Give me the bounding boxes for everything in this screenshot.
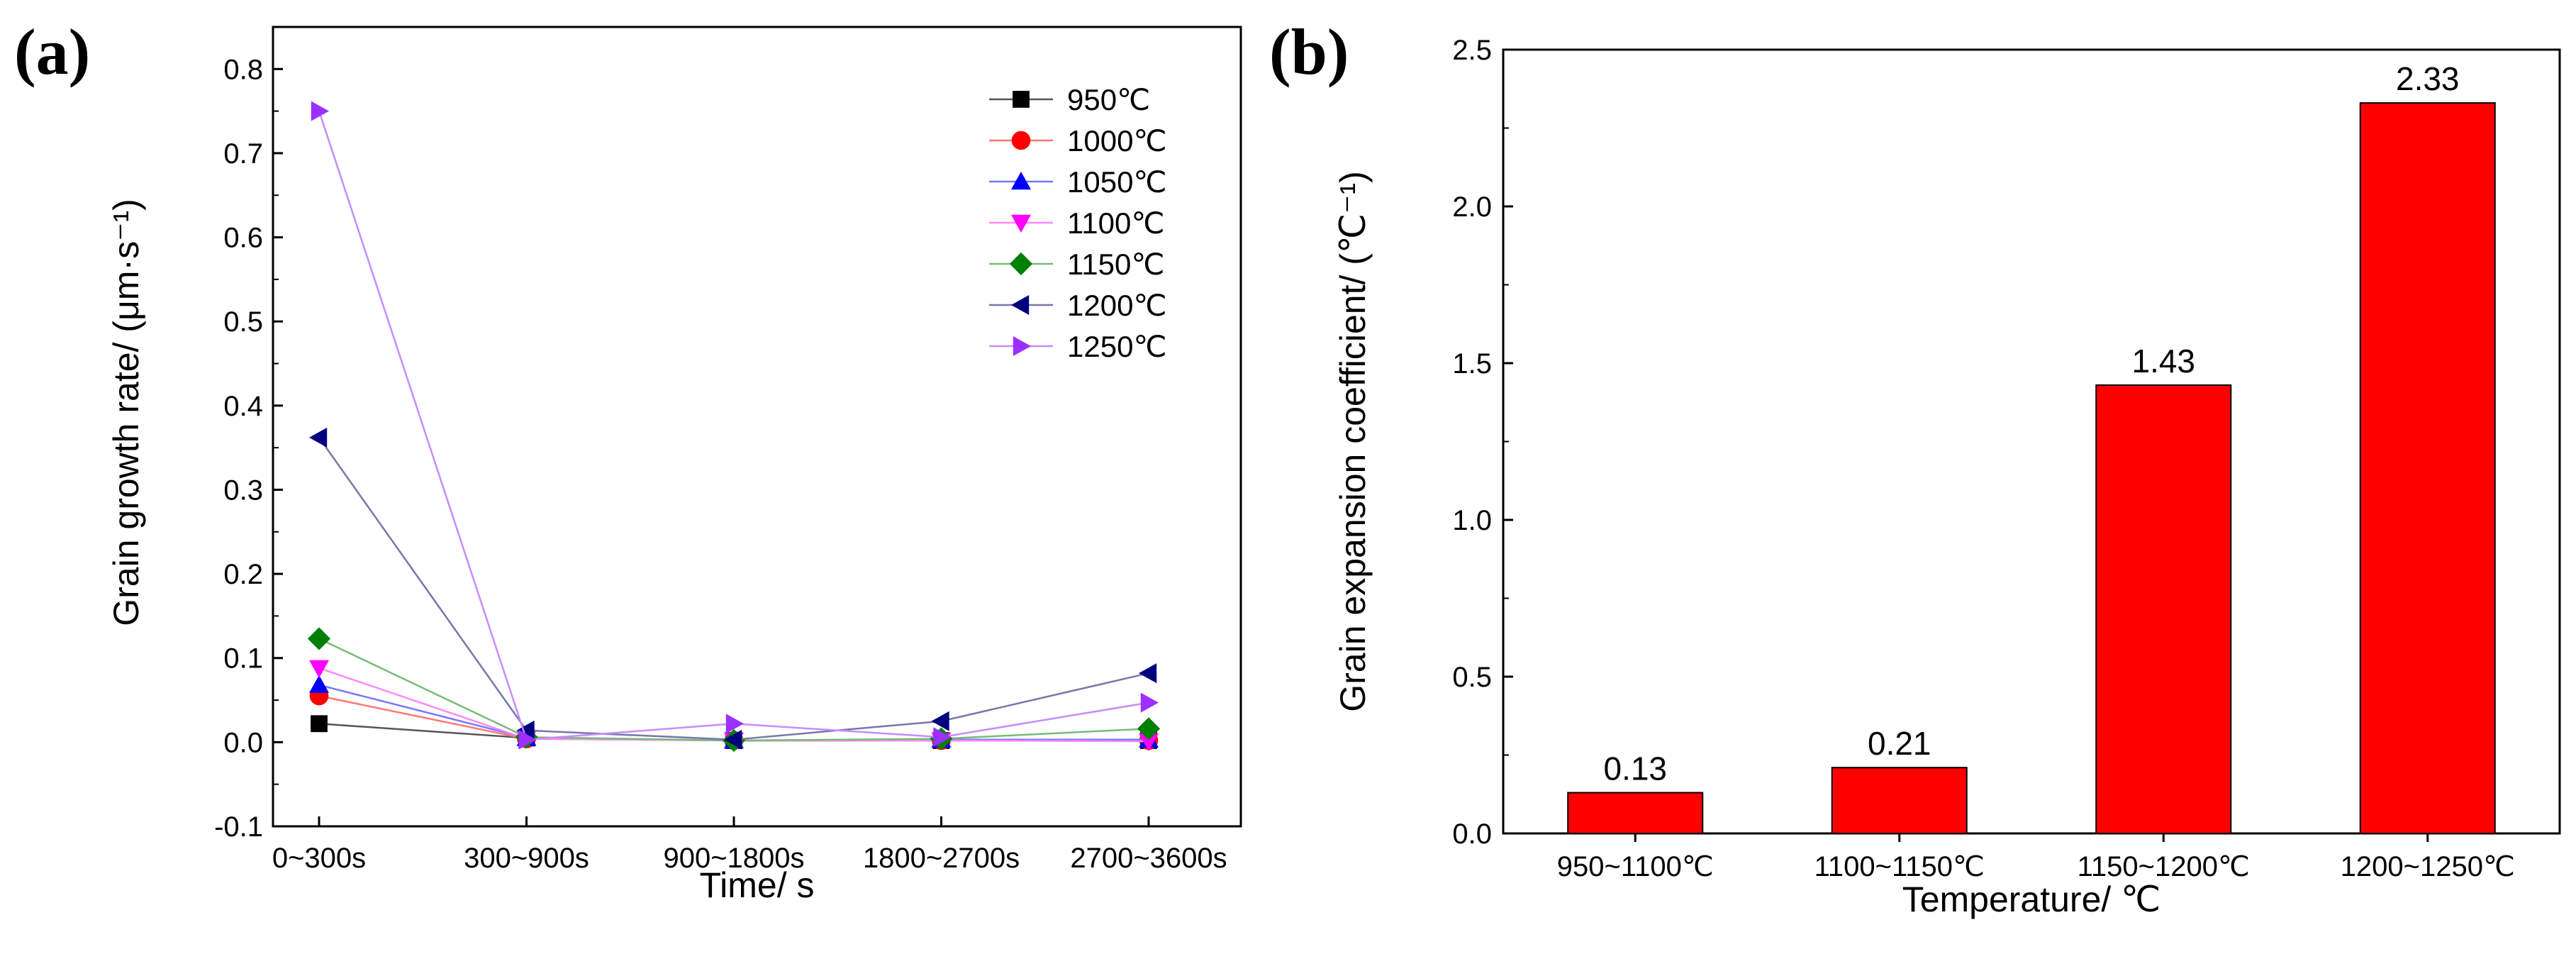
legend-marker <box>1013 91 1030 108</box>
y-tick-label: -0.1 <box>214 811 263 843</box>
data-point <box>724 729 742 750</box>
data-point <box>1140 692 1159 713</box>
x-tick-label: 1150~1200℃ <box>2078 851 2250 882</box>
data-point <box>1137 717 1161 741</box>
series-6 <box>311 101 1159 750</box>
y-tick-label: 0.5 <box>223 306 263 338</box>
x-tick-label: 1200~1250℃ <box>2341 851 2515 882</box>
bar-value-label: 2.33 <box>2396 60 2460 97</box>
bar <box>2095 384 2232 834</box>
y-tick-label: 0.5 <box>1452 662 1492 693</box>
legend-marker <box>1011 214 1031 233</box>
data-point <box>1139 733 1159 752</box>
legend-label: 1050℃ <box>1067 165 1167 199</box>
panel-a-letter: (a) <box>14 16 91 88</box>
legend-label: 1150℃ <box>1067 248 1164 281</box>
legend-label: 1000℃ <box>1067 124 1167 157</box>
data-point <box>309 427 328 448</box>
data-point <box>516 720 535 741</box>
y-tick-label: 0.1 <box>223 643 263 675</box>
data-point <box>933 727 952 748</box>
x-tick-label: 300~900s <box>464 843 589 874</box>
bar <box>2359 102 2496 834</box>
y-tick-label: 2.0 <box>1452 192 1492 223</box>
data-point <box>309 660 329 678</box>
y-tick-label: 0.3 <box>223 475 263 506</box>
legend: 950℃ 1000℃ 1050℃ 1100℃ 1150℃ 1200℃ 1250℃ <box>989 83 1167 363</box>
data-point <box>311 715 328 733</box>
y-tick-label: 2.5 <box>1452 35 1492 66</box>
x-axis-title: Time/ s <box>699 865 814 905</box>
x-tick-label: 900~1800s <box>663 843 804 874</box>
legend-label: 950℃ <box>1067 83 1150 116</box>
bar <box>1567 792 1704 835</box>
y-axis-title: Grain expansion coefficient/ (℃⁻¹) <box>1333 171 1373 712</box>
legend-marker <box>1011 131 1031 150</box>
bar-value-label: 0.13 <box>1603 750 1667 787</box>
series-line <box>318 111 1149 741</box>
x-tick-label: 950~1100℃ <box>1557 851 1714 882</box>
data-point <box>309 675 329 693</box>
y-tick-label: 1.5 <box>1452 348 1492 379</box>
legend-marker <box>1013 336 1031 356</box>
line-chart: -0.1 0.0 0.1 0.2 0.3 0.4 0.5 0.6 0.7 0.8 0~300s 300… <box>106 26 1242 905</box>
y-tick-label: 1.0 <box>1452 505 1492 536</box>
legend-label: 1200℃ <box>1067 289 1167 322</box>
legend-marker <box>1011 172 1031 190</box>
data-point <box>307 627 331 650</box>
y-axis-title: Grain growth rate/ (μm·s⁻¹) <box>106 199 146 626</box>
bar-value-label: 0.21 <box>1868 725 1931 762</box>
x-tick-label: 1800~2700s <box>863 843 1020 874</box>
x-tick-label: 0~300s <box>272 843 366 874</box>
panel-b-letter: (b) <box>1269 16 1349 88</box>
y-tick-label: 0.0 <box>223 727 263 758</box>
x-tick-label: 1100~1150℃ <box>1814 851 1985 882</box>
y-tick-label: 0.8 <box>223 54 263 85</box>
series-5 <box>309 427 1157 750</box>
y-tick-label: 0.2 <box>223 559 263 590</box>
data-point <box>725 714 744 734</box>
plot-frame <box>272 26 1242 828</box>
bar-value-label: 1.43 <box>2131 343 2195 379</box>
x-axis-title: Temperature/ ℃ <box>1902 880 2161 919</box>
panel-b: (b) 0.0 0.5 1.0 1.5 2.0 2.5 0.13 950~1100℃ 0.21 1… <box>1269 0 2576 954</box>
bar <box>1831 767 1968 835</box>
bar-chart: 0.0 0.5 1.0 1.5 2.0 2.5 0.13 950~1100℃ 0.21 1100~… <box>1333 35 2561 919</box>
legend-marker <box>1009 252 1033 276</box>
y-tick-label: 0.7 <box>223 138 263 170</box>
data-point <box>1139 663 1157 684</box>
legend-label: 1250℃ <box>1067 330 1167 363</box>
data-point <box>931 711 949 731</box>
y-tick-label: 0.6 <box>223 223 263 254</box>
data-point <box>311 101 329 121</box>
x-tick-label: 2700~3600s <box>1070 843 1227 874</box>
series-line <box>318 437 1149 741</box>
y-tick-label: 0.4 <box>223 391 263 422</box>
y-tick-label: 0.0 <box>1452 819 1492 850</box>
legend-marker <box>1011 295 1030 315</box>
panel-a: (a) -0.1 0.0 0.1 0.2 0.3 0.4 0.5 0.6 0.7 0.8 0~300… <box>0 0 1262 954</box>
legend-label: 1100℃ <box>1067 206 1164 240</box>
data-point <box>518 729 537 750</box>
series-4 <box>307 627 1161 753</box>
